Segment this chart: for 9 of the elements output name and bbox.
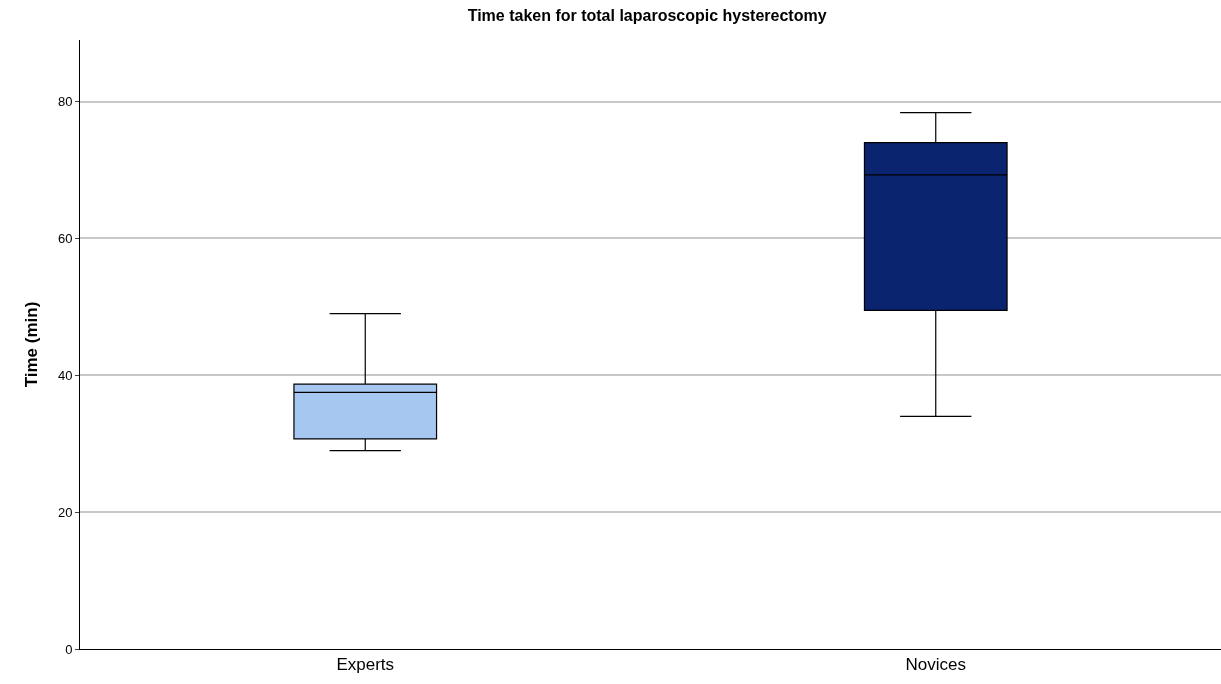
y-tick-label: 20 <box>57 504 73 520</box>
x-tick-label: Experts <box>336 655 395 675</box>
x-tick-label: Novices <box>905 655 966 675</box>
chart-title: Time taken for total laparoscopic hysterectomy <box>467 7 827 25</box>
y-tick-label: 80 <box>57 94 73 110</box>
y-tick-label: 0 <box>65 641 73 657</box>
y-tick-label: 60 <box>57 230 73 246</box>
y-tick-label: 40 <box>57 367 73 383</box>
y-axis-title: Time (min) <box>22 301 42 388</box>
